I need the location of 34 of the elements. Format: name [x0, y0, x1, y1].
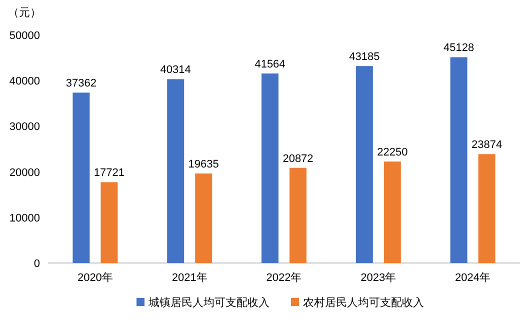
bar: [195, 173, 212, 263]
y-tick-label: 30000: [9, 121, 40, 134]
legend-label: 城镇居民人均可支配收入: [148, 296, 270, 309]
x-tick-label: 2021年: [172, 272, 208, 284]
data-label: 22250: [377, 146, 408, 159]
y-tick-label: 0: [34, 258, 40, 270]
data-label: 41564: [254, 58, 286, 70]
y-tick-label: 40000: [9, 76, 40, 88]
x-tick-label: 2020年: [77, 272, 113, 284]
data-label: 23874: [472, 139, 502, 152]
bar: [100, 182, 118, 263]
data-label: 20872: [282, 152, 314, 165]
bar: [356, 66, 373, 263]
data-label: 37362: [66, 78, 96, 90]
y-tick-label: 50000: [9, 30, 40, 42]
bar: [450, 57, 468, 263]
bar: [478, 154, 496, 263]
y-tick-label: 20000: [9, 166, 40, 179]
data-label: 43185: [349, 51, 380, 64]
legend-label: 农村居民人均可支配收入: [303, 296, 424, 309]
data-label: 19635: [188, 158, 219, 170]
bar: [262, 73, 278, 263]
bar: [167, 79, 184, 263]
bar: [72, 92, 90, 263]
x-tick-label: 2022年: [266, 272, 302, 284]
y-axis-title: （元）: [8, 7, 41, 19]
bar: [384, 162, 401, 263]
data-label: 45128: [444, 42, 474, 54]
bar: [290, 168, 306, 263]
y-tick-label: 10000: [9, 212, 40, 224]
x-tick-label: 2024年: [455, 272, 491, 284]
data-label: 40314: [160, 64, 191, 76]
data-label: 17721: [94, 167, 124, 180]
x-tick-label: 2023年: [360, 272, 396, 284]
